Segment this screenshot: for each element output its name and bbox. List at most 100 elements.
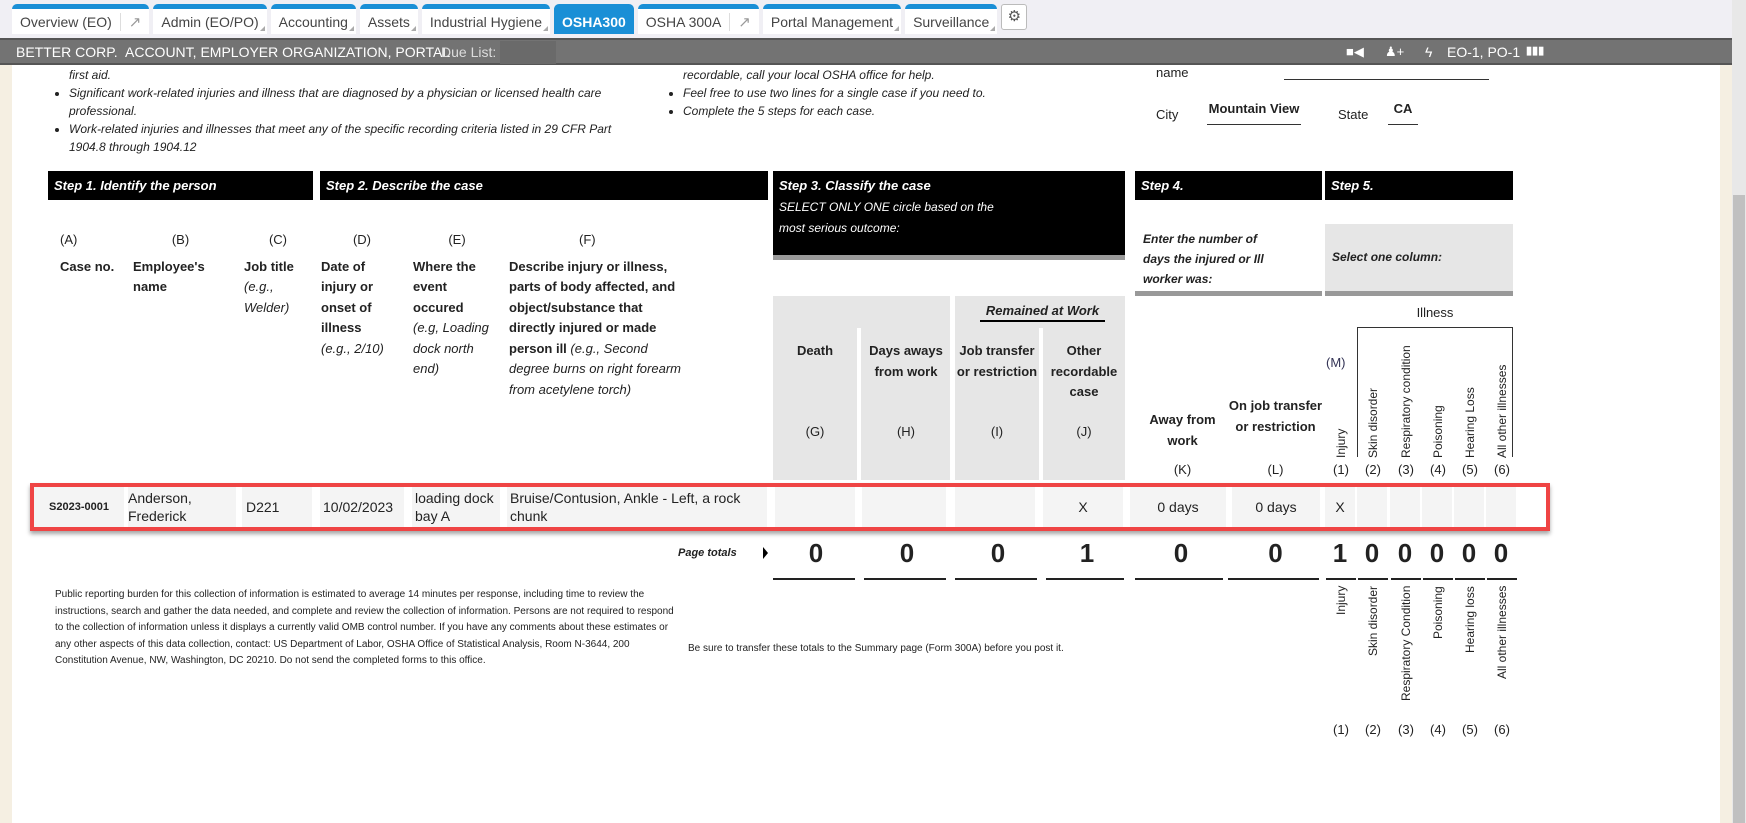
col-b-header: (B) Employee's name bbox=[133, 230, 228, 298]
m-col-number: (6) bbox=[1494, 462, 1510, 477]
tab-admin-eo-po-[interactable]: Admin (EO/PO) bbox=[153, 4, 267, 34]
illness-label: Illness bbox=[1416, 305, 1454, 320]
city-field[interactable]: Mountain View bbox=[1207, 101, 1301, 125]
tab-industrial-hygiene[interactable]: Industrial Hygiene bbox=[421, 4, 550, 34]
due-list-value[interactable] bbox=[500, 41, 556, 64]
footer-col-label: Hearing loss bbox=[1463, 586, 1477, 653]
col-e-title: Where the event occured bbox=[413, 258, 476, 315]
dropdown-corner-icon bbox=[542, 26, 548, 31]
col-g-header: Death bbox=[796, 343, 834, 358]
dropdown-corner-icon bbox=[348, 26, 354, 31]
row-cell-m5[interactable] bbox=[1454, 487, 1484, 527]
tab-accounting[interactable]: Accounting bbox=[270, 4, 356, 34]
row-cell-K[interactable]: 0 days bbox=[1130, 487, 1226, 527]
col-l-letter: (L) bbox=[1267, 462, 1284, 477]
step3-title: Step 3. Classify the case bbox=[779, 178, 931, 193]
row-cell-job[interactable]: D221 bbox=[242, 487, 312, 527]
tab-assets[interactable]: Assets bbox=[359, 4, 418, 34]
m-col-header: Skin disorder bbox=[1366, 387, 1380, 458]
chart-icon[interactable]: ▮▮▮ bbox=[1526, 45, 1545, 57]
total-m3: 0 bbox=[1397, 538, 1413, 568]
row-cell-m2[interactable] bbox=[1357, 487, 1387, 527]
divider bbox=[1135, 291, 1322, 296]
settings-gear-icon[interactable]: ⚙ bbox=[1001, 4, 1028, 30]
name-field[interactable] bbox=[1284, 79, 1489, 80]
add-user-icon[interactable]: ♟+ bbox=[1385, 44, 1405, 59]
total-j: 1 bbox=[1079, 538, 1095, 568]
footer-col-label: All other illnesses bbox=[1495, 586, 1509, 680]
total-m1: 1 bbox=[1332, 538, 1348, 568]
col-e-letter: (E) bbox=[448, 232, 466, 247]
intro-fragment-mid: recordable, call your local OSHA office … bbox=[683, 68, 935, 82]
col-g-letter: (G) bbox=[805, 424, 825, 439]
footer-col-number: (1) bbox=[1333, 722, 1349, 737]
tab-label: Industrial Hygiene bbox=[429, 13, 542, 30]
row-cell-G[interactable] bbox=[775, 487, 855, 527]
col-d-header: (D) Date of injury or onset of illness (e.… bbox=[321, 230, 403, 359]
row-cell-J[interactable]: X bbox=[1043, 487, 1123, 527]
col-i-letter: (I) bbox=[990, 424, 1004, 439]
name-label: name bbox=[1156, 65, 1189, 80]
row-cell-L[interactable]: 0 days bbox=[1232, 487, 1320, 527]
tab-label: OSHA 300A bbox=[645, 13, 722, 30]
total-underline bbox=[1423, 578, 1453, 580]
tab-label: Admin (EO/PO) bbox=[161, 13, 259, 30]
row-cell-where[interactable]: loading dock bay A bbox=[412, 487, 500, 527]
col-e-hint: (e.g, Loading dock north end) bbox=[413, 320, 489, 376]
row-cell-H[interactable] bbox=[862, 487, 946, 527]
video-icon[interactable]: ■◀ bbox=[1346, 44, 1364, 59]
tab-label: Portal Management bbox=[770, 13, 894, 30]
m-col-header: All other illnesses bbox=[1495, 364, 1509, 458]
left-gutter bbox=[0, 65, 12, 823]
footer-col-number: (2) bbox=[1365, 722, 1381, 737]
col-f-title: Describe injury or illness, parts of bod… bbox=[509, 258, 676, 356]
col-c-letter: (C) bbox=[268, 232, 288, 247]
divider bbox=[857, 328, 861, 480]
tab-label: Accounting bbox=[278, 13, 348, 30]
col-f-hint: (e.g., Second degree burns on right fore… bbox=[509, 340, 681, 397]
col-h-header: Days aways from work bbox=[869, 343, 943, 379]
row-cell-m1[interactable]: X bbox=[1325, 487, 1355, 527]
col-a-letter: (A) bbox=[60, 232, 78, 247]
total-k: 0 bbox=[1173, 538, 1189, 568]
m-col-header: Poisoning bbox=[1431, 405, 1445, 458]
total-underline bbox=[1391, 578, 1421, 580]
lightning-icon[interactable]: ϟ bbox=[1425, 44, 1433, 60]
tab-overview-eo-[interactable]: Overview (EO) ↗ bbox=[12, 4, 150, 34]
state-field[interactable]: CA bbox=[1388, 101, 1418, 125]
col-j-letter: (J) bbox=[1076, 424, 1092, 439]
col-c-header: (C) Job title (e.g., Welder) bbox=[244, 230, 312, 318]
row-cell-case-no[interactable]: S2023-0001 bbox=[34, 487, 124, 527]
total-m6: 0 bbox=[1493, 538, 1509, 568]
footer-col-label: Poisoning bbox=[1431, 586, 1445, 639]
row-cell-m4[interactable] bbox=[1422, 487, 1452, 527]
total-underline bbox=[1046, 578, 1124, 580]
external-link-icon[interactable]: ↗ bbox=[729, 12, 751, 31]
row-cell-name[interactable]: Anderson, Frederick bbox=[128, 487, 236, 527]
step4-header: Step 4. bbox=[1135, 171, 1322, 200]
total-h: 0 bbox=[899, 538, 915, 568]
company-name: BETTER CORP. bbox=[16, 44, 118, 60]
external-link-icon[interactable]: ↗ bbox=[119, 12, 141, 31]
total-m2: 0 bbox=[1364, 538, 1380, 568]
city-label: City bbox=[1156, 107, 1179, 122]
footer-col-number: (5) bbox=[1462, 722, 1478, 737]
tab-osha300[interactable]: OSHA300 bbox=[553, 4, 634, 34]
row-cell-m3[interactable] bbox=[1390, 487, 1420, 527]
org-codes[interactable]: EO-1, PO-1 bbox=[1447, 44, 1521, 60]
step4-note: Enter the number of days the injured or … bbox=[1143, 232, 1264, 286]
row-cell-I[interactable] bbox=[955, 487, 1035, 527]
tab-osha-300a[interactable]: OSHA 300A ↗ bbox=[637, 4, 759, 34]
row-cell-m6[interactable] bbox=[1486, 487, 1516, 527]
tab-portal-management[interactable]: Portal Management bbox=[762, 4, 902, 34]
m-col-header: Hearing Loss bbox=[1463, 387, 1477, 458]
footer-col-number: (3) bbox=[1398, 722, 1414, 737]
footer-col-number: (4) bbox=[1430, 722, 1446, 737]
row-cell-date[interactable]: 10/02/2023 bbox=[320, 487, 404, 527]
row-cell-desc[interactable]: Bruise/Contusion, Ankle - Left, a rock c… bbox=[507, 487, 767, 527]
illness-bracket bbox=[1357, 327, 1513, 457]
scrollbar-thumb[interactable] bbox=[1733, 195, 1745, 823]
tab-surveillance[interactable]: Surveillance bbox=[905, 4, 998, 34]
death-days-group bbox=[773, 296, 950, 480]
table-row[interactable] bbox=[30, 483, 1550, 531]
